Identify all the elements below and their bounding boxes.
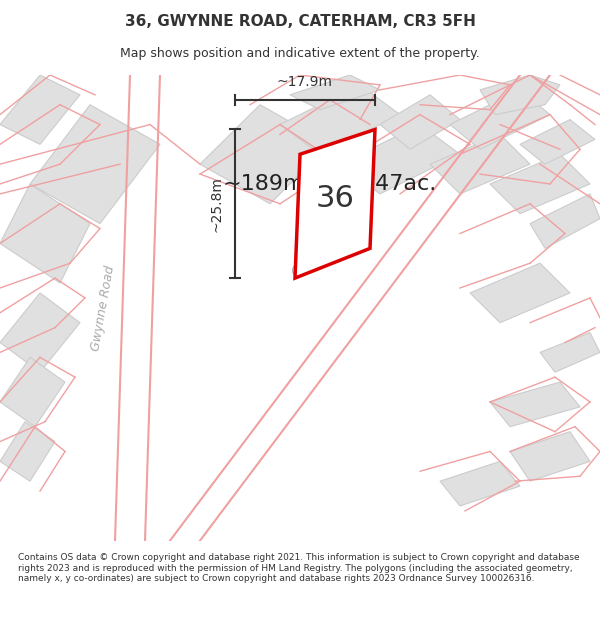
- Polygon shape: [0, 357, 65, 427]
- Text: Gwynne Road: Gwynne Road: [89, 264, 117, 351]
- Polygon shape: [295, 129, 375, 278]
- Polygon shape: [490, 154, 590, 214]
- Polygon shape: [440, 461, 520, 506]
- Polygon shape: [30, 105, 160, 224]
- Polygon shape: [530, 194, 600, 248]
- Polygon shape: [0, 293, 80, 372]
- Text: Map shows position and indicative extent of the property.: Map shows position and indicative extent…: [120, 48, 480, 61]
- Polygon shape: [450, 90, 550, 149]
- Text: ~189m²/~0.047ac.: ~189m²/~0.047ac.: [223, 174, 437, 194]
- Polygon shape: [0, 75, 80, 144]
- Polygon shape: [430, 134, 530, 194]
- Polygon shape: [470, 263, 570, 322]
- Polygon shape: [510, 432, 590, 481]
- Text: Gwynne Road: Gwynne Road: [289, 207, 371, 279]
- Polygon shape: [490, 382, 580, 427]
- Polygon shape: [540, 332, 600, 372]
- Text: 36: 36: [316, 184, 355, 213]
- Polygon shape: [0, 422, 55, 481]
- Text: ~25.8m: ~25.8m: [210, 176, 224, 232]
- Text: 36, GWYNNE ROAD, CATERHAM, CR3 5FH: 36, GWYNNE ROAD, CATERHAM, CR3 5FH: [125, 14, 475, 29]
- Polygon shape: [290, 75, 380, 109]
- Polygon shape: [0, 184, 90, 283]
- Polygon shape: [480, 75, 560, 114]
- Polygon shape: [200, 105, 330, 204]
- Polygon shape: [280, 85, 400, 154]
- Text: Contains OS data © Crown copyright and database right 2021. This information is : Contains OS data © Crown copyright and d…: [18, 553, 580, 583]
- Text: ~17.9m: ~17.9m: [277, 75, 333, 89]
- Polygon shape: [380, 95, 460, 149]
- Polygon shape: [340, 124, 460, 194]
- Polygon shape: [520, 119, 595, 164]
